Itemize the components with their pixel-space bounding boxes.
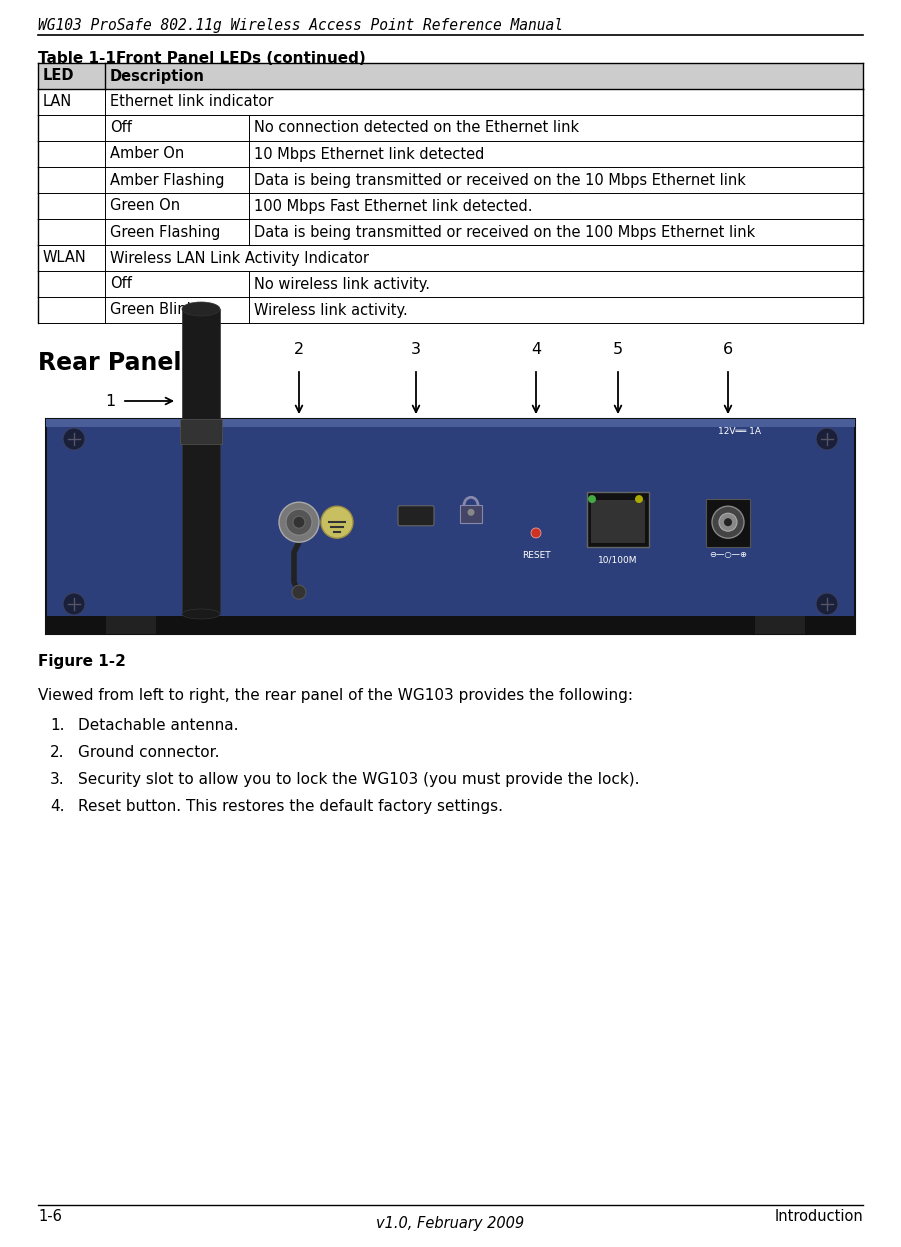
- Bar: [38, 193, 863, 219]
- Text: 4: 4: [531, 342, 542, 357]
- Text: LED: LED: [43, 69, 75, 84]
- Bar: [38, 167, 863, 193]
- Circle shape: [63, 594, 85, 615]
- Circle shape: [712, 506, 744, 539]
- Bar: [38, 297, 863, 323]
- Circle shape: [292, 585, 306, 600]
- Text: 12V══ 1A: 12V══ 1A: [718, 426, 761, 435]
- Circle shape: [724, 519, 732, 526]
- Text: 2.: 2.: [50, 744, 65, 759]
- Ellipse shape: [182, 609, 220, 619]
- Bar: [38, 244, 863, 271]
- Bar: [46, 419, 855, 633]
- Circle shape: [531, 527, 541, 537]
- Text: Ground connector.: Ground connector.: [78, 744, 220, 759]
- Text: 3: 3: [411, 342, 421, 357]
- Circle shape: [293, 516, 305, 529]
- Text: 3.: 3.: [50, 772, 65, 787]
- Text: Green Blink: Green Blink: [110, 303, 196, 318]
- Text: 10/100M: 10/100M: [598, 555, 638, 564]
- Bar: [46, 419, 855, 426]
- Bar: [106, 616, 156, 633]
- Text: 1: 1: [105, 394, 115, 409]
- Bar: [182, 309, 220, 614]
- Text: Amber On: Amber On: [110, 146, 184, 162]
- Circle shape: [588, 495, 596, 503]
- Text: 2: 2: [294, 342, 304, 357]
- Text: 4.: 4.: [50, 799, 65, 814]
- Bar: [46, 616, 855, 633]
- Text: 1.: 1.: [50, 718, 65, 733]
- Text: Wireless link activity.: Wireless link activity.: [254, 303, 408, 318]
- Text: ⊖—○—⊕: ⊖—○—⊕: [709, 550, 747, 559]
- Text: Viewed from left to right, the rear panel of the WG103 provides the following:: Viewed from left to right, the rear pane…: [38, 688, 633, 703]
- Circle shape: [63, 428, 85, 450]
- Text: Rear Panel: Rear Panel: [38, 350, 181, 375]
- Text: 6: 6: [723, 342, 733, 357]
- Text: WLAN: WLAN: [43, 251, 86, 266]
- Circle shape: [321, 506, 353, 539]
- Text: RESET: RESET: [522, 551, 551, 560]
- Circle shape: [468, 509, 475, 516]
- Bar: [38, 141, 863, 167]
- Text: Front Panel LEDs (continued): Front Panel LEDs (continued): [116, 51, 366, 66]
- Bar: [460, 505, 482, 524]
- Circle shape: [816, 594, 838, 615]
- Text: Amber Flashing: Amber Flashing: [110, 172, 224, 187]
- Text: Ethernet link indicator: Ethernet link indicator: [110, 95, 273, 110]
- Bar: [706, 499, 750, 547]
- Bar: [180, 419, 222, 444]
- Text: 10 Mbps Ethernet link detected: 10 Mbps Ethernet link detected: [254, 146, 485, 162]
- Text: LAN: LAN: [43, 95, 72, 110]
- Text: Wireless LAN Link Activity Indicator: Wireless LAN Link Activity Indicator: [110, 251, 369, 266]
- Text: v1.0, February 2009: v1.0, February 2009: [377, 1216, 524, 1231]
- Bar: [587, 493, 649, 547]
- Text: 5: 5: [613, 342, 623, 357]
- Text: No connection detected on the Ethernet link: No connection detected on the Ethernet l…: [254, 121, 579, 136]
- Ellipse shape: [182, 302, 220, 315]
- Text: WG103 ProSafe 802.11g Wireless Access Point Reference Manual: WG103 ProSafe 802.11g Wireless Access Po…: [38, 17, 563, 32]
- Text: Reset button. This restores the default factory settings.: Reset button. This restores the default …: [78, 799, 503, 814]
- Text: 1-6: 1-6: [38, 1210, 62, 1225]
- Circle shape: [719, 514, 737, 531]
- Text: 100 Mbps Fast Ethernet link detected.: 100 Mbps Fast Ethernet link detected.: [254, 198, 532, 213]
- Circle shape: [286, 509, 312, 535]
- Text: Table 1-1.: Table 1-1.: [38, 51, 122, 66]
- Bar: [38, 64, 863, 89]
- Text: Description: Description: [110, 69, 205, 84]
- Bar: [755, 616, 805, 633]
- Text: Off: Off: [110, 277, 132, 292]
- Circle shape: [635, 495, 643, 503]
- Text: Data is being transmitted or received on the 10 Mbps Ethernet link: Data is being transmitted or received on…: [254, 172, 746, 187]
- Text: Off: Off: [110, 121, 132, 136]
- Bar: [38, 115, 863, 141]
- Circle shape: [816, 428, 838, 450]
- FancyBboxPatch shape: [398, 506, 434, 526]
- Circle shape: [279, 503, 319, 542]
- Text: Security slot to allow you to lock the WG103 (you must provide the lock).: Security slot to allow you to lock the W…: [78, 772, 640, 787]
- Bar: [591, 500, 645, 542]
- Bar: [38, 219, 863, 244]
- Text: Data is being transmitted or received on the 100 Mbps Ethernet link: Data is being transmitted or received on…: [254, 224, 755, 239]
- Text: Introduction: Introduction: [774, 1210, 863, 1225]
- Text: Green Flashing: Green Flashing: [110, 224, 221, 239]
- Text: Figure 1-2: Figure 1-2: [38, 653, 126, 668]
- Bar: [38, 271, 863, 297]
- Text: Green On: Green On: [110, 198, 180, 213]
- Text: Detachable antenna.: Detachable antenna.: [78, 718, 239, 733]
- Text: No wireless link activity.: No wireless link activity.: [254, 277, 430, 292]
- Bar: [38, 89, 863, 115]
